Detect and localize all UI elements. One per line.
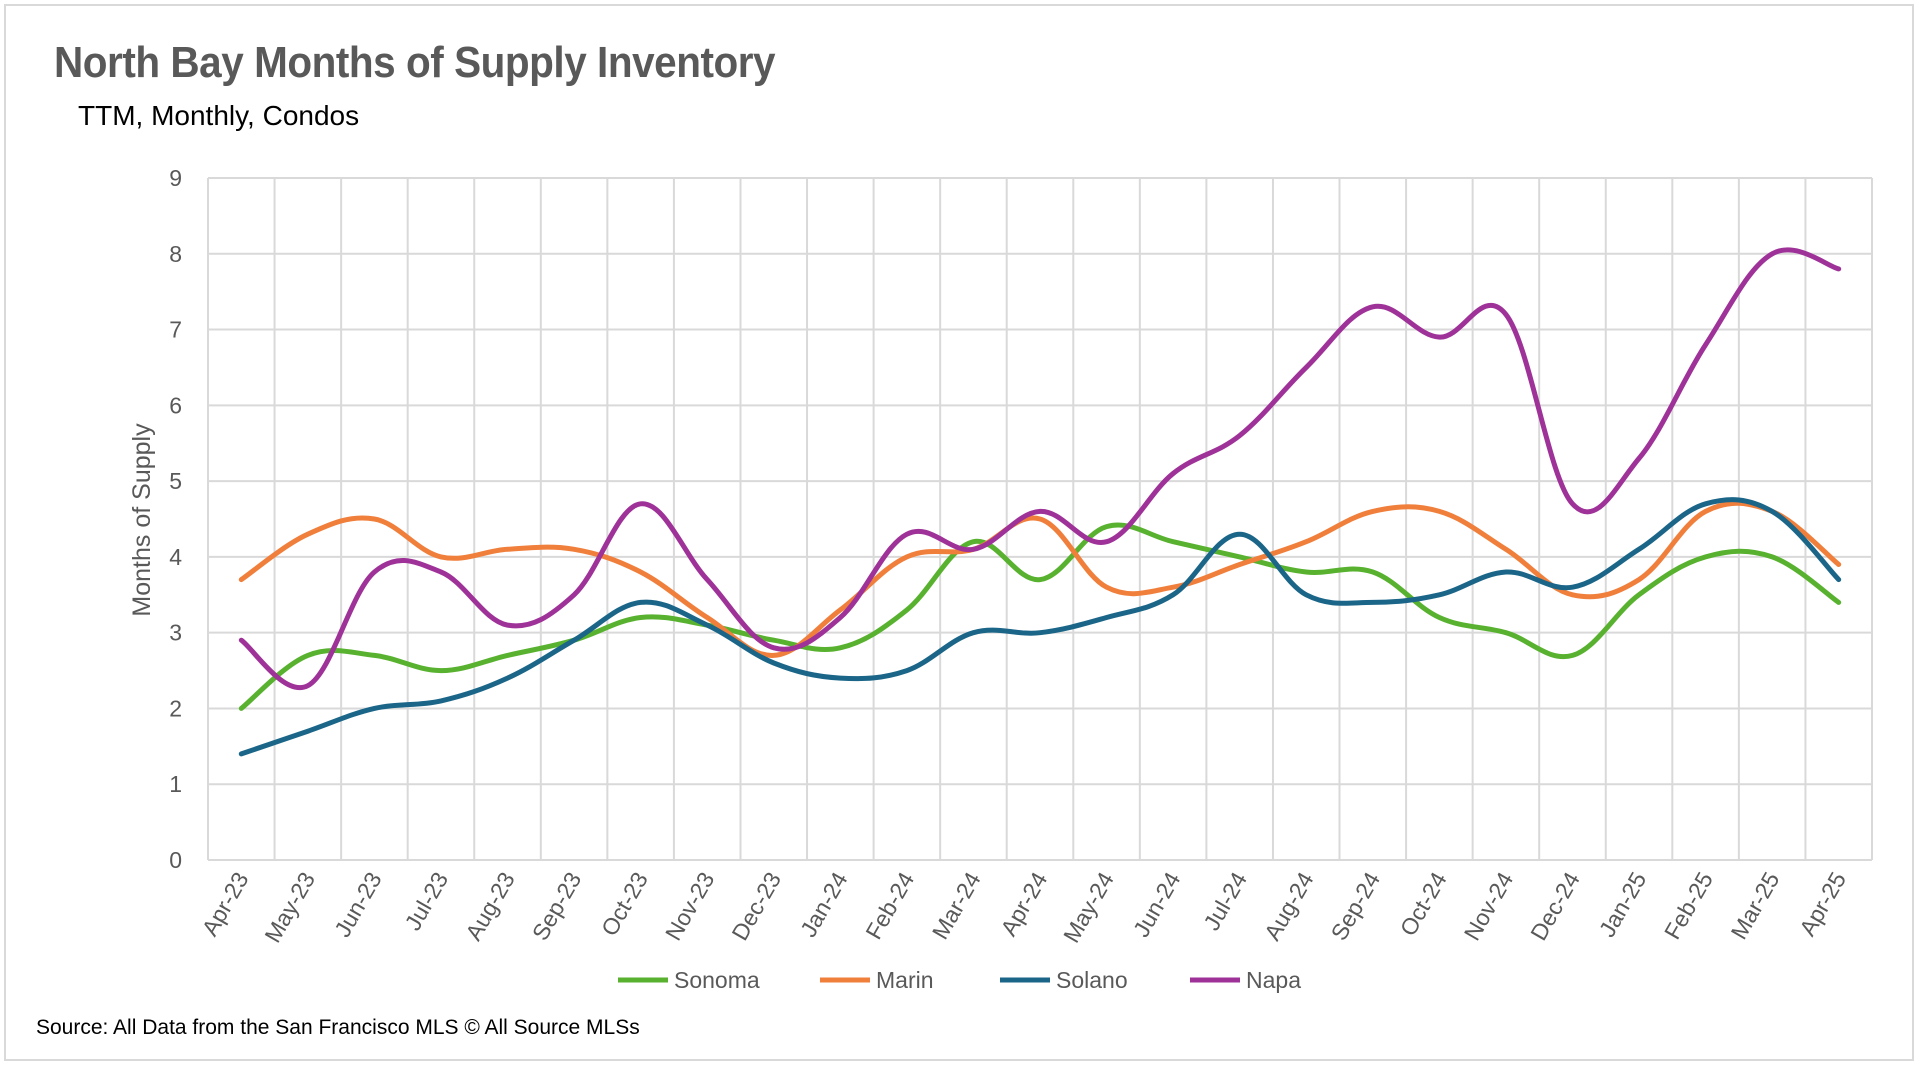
chart-source: Source: All Data from the San Francisco … bbox=[36, 1016, 640, 1039]
x-tick-label: Jan-24 bbox=[795, 867, 853, 941]
y-tick-label: 2 bbox=[169, 695, 182, 721]
y-tick-label: 4 bbox=[169, 544, 182, 570]
x-axis-ticks: Apr-23 May-23 Jun-23 Jul-23 Aug-23 Sep-23 Oct-… bbox=[197, 867, 1851, 947]
legend: Sonoma Marin Solano Napa bbox=[618, 967, 1301, 993]
y-tick-label: 9 bbox=[169, 165, 182, 191]
x-tick-label: Nov-24 bbox=[1459, 867, 1519, 944]
series-line-marin bbox=[238, 500, 1842, 658]
x-tick-label: Jul-23 bbox=[399, 868, 453, 935]
grid bbox=[207, 177, 1873, 861]
y-tick-label: 6 bbox=[169, 392, 182, 418]
x-tick-label: May-24 bbox=[1058, 867, 1119, 947]
y-tick-label: 8 bbox=[169, 241, 182, 267]
x-tick-label: Aug-24 bbox=[1259, 867, 1319, 944]
chart-subtitle: TTM, Monthly, Condos bbox=[78, 100, 360, 131]
x-tick-label: Jun-23 bbox=[329, 868, 387, 942]
y-axis-title: Months of Supply bbox=[128, 423, 156, 617]
y-tick-label: 5 bbox=[169, 468, 182, 494]
x-tick-label: Sep-23 bbox=[527, 868, 587, 945]
x-tick-label: Jul-24 bbox=[1198, 867, 1252, 934]
chart-frame bbox=[4, 4, 1914, 1061]
x-tick-label: Dec-23 bbox=[726, 868, 786, 945]
legend-label-solano: Solano bbox=[1056, 967, 1128, 993]
series bbox=[238, 247, 1842, 757]
x-tick-label: Apr-25 bbox=[1794, 868, 1851, 941]
y-tick-label: 7 bbox=[169, 317, 182, 343]
x-tick-label: Mar-25 bbox=[1726, 868, 1785, 944]
x-tick-label: Apr-23 bbox=[197, 868, 254, 941]
x-tick-label: Feb-24 bbox=[860, 867, 919, 943]
x-tick-label: Nov-23 bbox=[660, 868, 720, 945]
y-tick-label: 1 bbox=[169, 771, 182, 797]
x-tick-label: Feb-25 bbox=[1659, 868, 1718, 944]
legend-label-marin: Marin bbox=[876, 967, 934, 993]
x-tick-label: May-23 bbox=[259, 868, 320, 947]
x-tick-label: Sep-24 bbox=[1326, 867, 1386, 944]
y-tick-label: 3 bbox=[169, 620, 182, 646]
y-tick-label: 0 bbox=[169, 847, 182, 873]
y-axis-ticks: 0 1 2 3 4 5 6 7 8 9 bbox=[169, 165, 182, 873]
legend-label-napa: Napa bbox=[1246, 967, 1301, 993]
series-line-sonoma bbox=[238, 522, 1842, 711]
x-tick-label: Aug-23 bbox=[460, 868, 520, 945]
series-line-napa bbox=[238, 247, 1842, 691]
x-tick-label: Jan-25 bbox=[1594, 868, 1652, 942]
chart-title: North Bay Months of Supply Inventory bbox=[54, 38, 776, 87]
x-tick-label: Jun-24 bbox=[1128, 867, 1186, 941]
x-tick-label: Oct-23 bbox=[596, 868, 653, 941]
x-tick-label: Oct-24 bbox=[1395, 867, 1452, 940]
legend-label-sonoma: Sonoma bbox=[674, 967, 760, 993]
x-tick-label: Mar-24 bbox=[927, 867, 986, 943]
series-line-solano bbox=[238, 497, 1842, 757]
x-tick-label: Dec-24 bbox=[1525, 867, 1585, 944]
x-tick-label: Apr-24 bbox=[995, 867, 1052, 940]
